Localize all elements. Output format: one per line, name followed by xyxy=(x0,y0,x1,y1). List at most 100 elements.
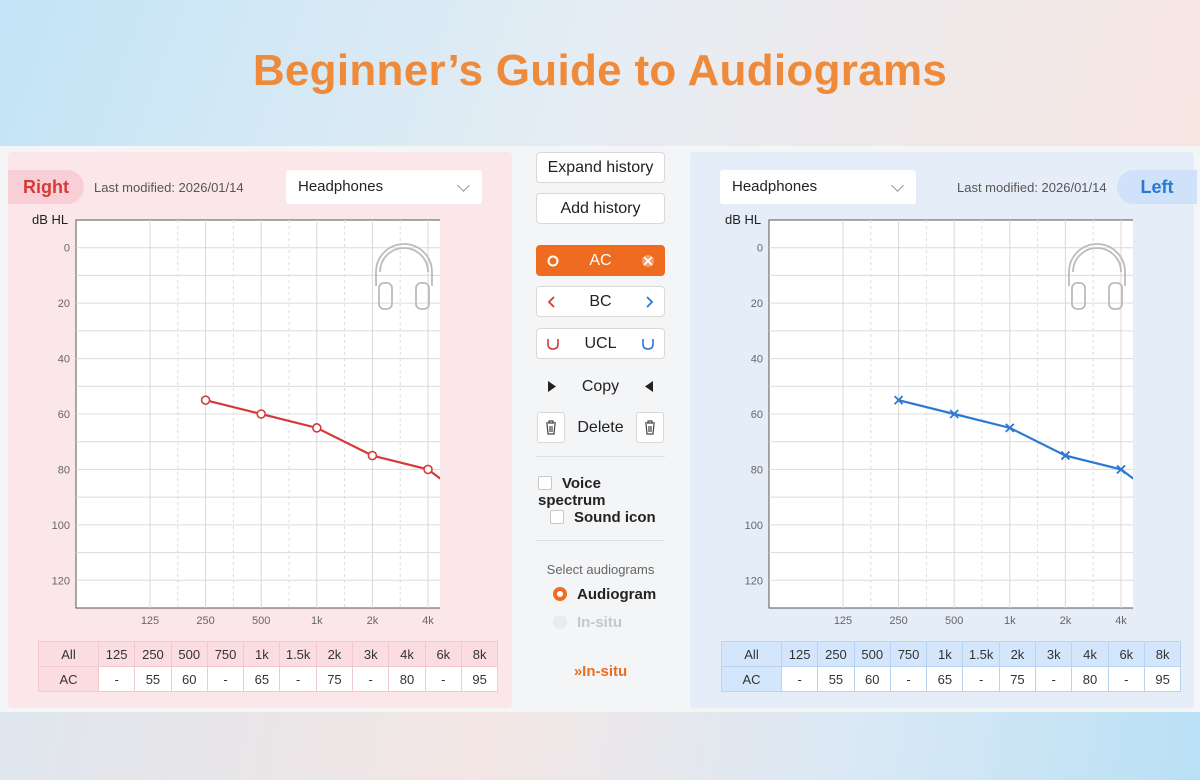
page-title: Beginner’s Guide to Audiograms xyxy=(252,46,948,95)
table-cell[interactable]: - xyxy=(962,666,1000,692)
left-transducer-select[interactable]: Headphones xyxy=(720,170,916,204)
y-tick-label: 20 xyxy=(751,298,763,310)
table-cell[interactable]: 75 xyxy=(998,666,1037,692)
ucl-label: UCL xyxy=(584,335,617,352)
table-frequency-header: 1.5k xyxy=(962,641,1000,667)
table-frequency-header: 4k xyxy=(1071,641,1109,667)
insitu-link[interactable]: »In-situ xyxy=(536,663,665,680)
table-frequency-header: 750 xyxy=(206,641,245,667)
insitu-link-label: In-situ xyxy=(582,663,628,680)
y-tick-label: 20 xyxy=(58,298,70,310)
u-bracket-icon xyxy=(641,329,655,368)
table-cell[interactable]: - xyxy=(424,666,462,692)
table-cell[interactable]: 80 xyxy=(388,666,426,692)
table-cell[interactable]: 55 xyxy=(817,666,855,692)
table-cell[interactable]: - xyxy=(1035,666,1073,692)
audiogram-option-label: Audiogram xyxy=(577,586,657,603)
table-cell[interactable]: 75 xyxy=(315,666,354,692)
table-cell[interactable]: - xyxy=(206,666,245,692)
triangle-left-icon[interactable] xyxy=(643,371,655,413)
chevron-down-icon xyxy=(457,179,470,192)
data-point xyxy=(893,395,904,405)
table-cell[interactable]: - xyxy=(352,666,390,692)
sound-icon-checkbox[interactable]: Sound icon xyxy=(550,509,656,526)
divider xyxy=(536,540,665,541)
left-audiogram-chart[interactable]: 1252505001k2k4k8k020406080100120dB HLHz xyxy=(723,210,1133,630)
ucl-toggle-button[interactable]: UCL xyxy=(536,328,665,359)
table-cell[interactable]: - xyxy=(1107,666,1145,692)
table-frequency-header: 500 xyxy=(170,641,208,667)
x-tick-label: 4k xyxy=(422,615,434,627)
trash-icon[interactable] xyxy=(537,412,565,443)
trash-icon[interactable] xyxy=(636,412,664,443)
delete-button[interactable]: Delete xyxy=(577,419,624,436)
checkbox-box[interactable] xyxy=(550,510,564,524)
y-tick-label: 40 xyxy=(751,354,763,366)
data-point xyxy=(1060,450,1071,461)
y-axis-label: dB HL xyxy=(725,212,761,227)
y-tick-label: 0 xyxy=(757,243,763,255)
x-tick-label: 500 xyxy=(252,615,270,627)
table-frequency-header: 750 xyxy=(889,641,928,667)
table-cell[interactable]: 65 xyxy=(243,666,281,692)
y-tick-label: 80 xyxy=(751,464,763,476)
ac-toggle-button[interactable]: AC xyxy=(536,245,665,276)
table-frequency-header: 125 xyxy=(97,641,136,667)
triangle-right-icon[interactable] xyxy=(546,371,558,413)
expand-history-button[interactable]: Expand history xyxy=(536,152,665,183)
series-line xyxy=(205,399,440,480)
y-tick-label: 120 xyxy=(745,575,763,587)
table-cell[interactable]: 95 xyxy=(1143,666,1182,692)
copy-row[interactable]: Copy xyxy=(536,371,665,402)
table-frequency-header: 1k xyxy=(243,641,281,667)
table-cell[interactable]: 80 xyxy=(1071,666,1109,692)
table-cell[interactable]: - xyxy=(279,666,317,692)
x-tick-label: 1k xyxy=(311,615,323,627)
data-point xyxy=(423,464,433,475)
x-tick-label: 1k xyxy=(1004,615,1016,627)
cross-marker-icon xyxy=(641,246,655,285)
table-frequency-header: 1.5k xyxy=(279,641,317,667)
table-frequency-header: 6k xyxy=(424,641,462,667)
table-cell[interactable]: - xyxy=(97,666,136,692)
add-history-button[interactable]: Add history xyxy=(536,193,665,224)
table-cell[interactable]: - xyxy=(780,666,819,692)
right-audiogram-chart[interactable]: 1252505001k2k4k8k020406080100120dB HLHz xyxy=(30,210,440,630)
table-cell[interactable]: - xyxy=(889,666,928,692)
audiogram-radio[interactable]: Audiogram xyxy=(553,586,656,603)
delete-row: Delete xyxy=(536,412,665,443)
data-point xyxy=(367,450,378,461)
table-cell[interactable]: 60 xyxy=(170,666,208,692)
voice-spectrum-checkbox[interactable]: Voice spectrum xyxy=(538,475,666,509)
table-frequency-header: 8k xyxy=(460,641,499,667)
insitu-radio[interactable]: In-situ xyxy=(553,614,622,631)
data-point xyxy=(1005,423,1015,433)
y-tick-label: 60 xyxy=(58,409,70,421)
table-cell[interactable]: 60 xyxy=(853,666,891,692)
table-cell[interactable]: 65 xyxy=(926,666,964,692)
headphones-icon xyxy=(1068,243,1126,310)
right-ear-label[interactable]: Right xyxy=(8,170,84,204)
table-header-row: All 125 250 500 750 1k 1.5k 2k 3k 4k 6k 8k xyxy=(721,641,1182,667)
y-tick-label: 120 xyxy=(52,575,70,587)
bc-toggle-button[interactable]: BC xyxy=(536,286,665,317)
left-transducer-value: Headphones xyxy=(732,178,818,195)
voice-spectrum-label: Voice spectrum xyxy=(538,475,606,509)
table-cell[interactable]: 55 xyxy=(134,666,172,692)
y-tick-label: 40 xyxy=(58,354,70,366)
right-transducer-select[interactable]: Headphones xyxy=(286,170,482,204)
data-point xyxy=(949,409,959,419)
u-bracket-icon xyxy=(546,329,560,368)
y-tick-label: 60 xyxy=(751,409,763,421)
checkbox-box[interactable] xyxy=(538,476,552,490)
left-ear-label[interactable]: Left xyxy=(1117,170,1197,204)
sound-icon-label: Sound icon xyxy=(574,509,656,526)
y-tick-label: 100 xyxy=(52,520,70,532)
table-header-label: All xyxy=(38,641,99,667)
copy-button[interactable]: Copy xyxy=(581,378,620,395)
select-audiograms-label: Select audiograms xyxy=(546,562,655,577)
y-tick-label: 80 xyxy=(58,464,70,476)
table-cell[interactable]: 95 xyxy=(460,666,499,692)
table-frequency-header: 3k xyxy=(1035,641,1073,667)
table-row: AC -55 60-65-75-80-95 xyxy=(721,666,1182,692)
